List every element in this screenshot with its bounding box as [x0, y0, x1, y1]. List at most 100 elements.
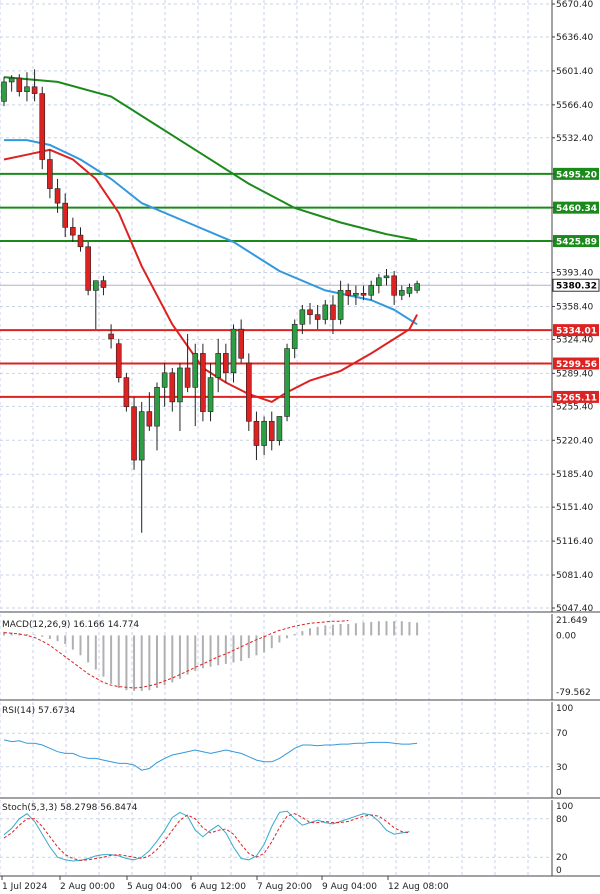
level-label: 5265.11 — [556, 393, 597, 403]
rsi-series — [3, 739, 418, 771]
candle-down — [62, 202, 69, 228]
level-label: 5460.34 — [556, 204, 597, 214]
price-tick-label: 5532.40 — [556, 134, 593, 144]
candle-down — [100, 280, 107, 288]
candle-down — [115, 343, 122, 378]
rsi-grid: 100 70 30 0 — [0, 702, 600, 799]
rsi-line — [3, 739, 418, 771]
macd-signal-line — [3, 620, 349, 689]
candle-up — [138, 411, 145, 461]
level-label-bg — [553, 324, 599, 337]
candle-down — [314, 314, 321, 320]
candle-down — [54, 188, 61, 204]
candle-down — [39, 93, 46, 160]
rsi-tick-label: 30 — [556, 763, 568, 773]
current-price-bg — [552, 278, 600, 292]
candle-down — [16, 77, 23, 92]
candle-down — [268, 420, 275, 441]
price-tick-label: 5047.40 — [556, 604, 593, 614]
time-tick-label: 6 Aug 12:00 — [191, 882, 246, 892]
candle-up — [406, 287, 413, 294]
macd-panel: 21.649 0.00 -79.562 MACD(12,26,9) 16.166 1… — [0, 614, 600, 701]
price-levels: 5495.20 5460.34 5425.89 5334.01 5299.56 5265.… — [0, 167, 600, 403]
candle-down — [391, 275, 397, 296]
candle-up — [24, 86, 30, 92]
level-label: 5425.89 — [556, 238, 597, 248]
price-axis: 5670.40 5636.40 5601.40 5566.40 5532.40 5393.… — [552, 0, 593, 614]
candles — [1, 69, 420, 533]
price-tick-label: 5185.40 — [556, 470, 593, 480]
time-axis: 1 Jul 2024 2 Aug 00:00 5 Aug 04:00 6 Aug 12… — [1, 876, 449, 892]
candle-down — [200, 353, 206, 412]
macd-tick-label: 21.649 — [556, 616, 588, 626]
stoch-d-line — [3, 813, 410, 861]
moving-average-line — [3, 76, 418, 241]
current-price-label: 5380.32 — [556, 282, 597, 292]
stoch-panel: 100 80 20 0 Stoch(5,3,3) 58.2798 56.8474 — [0, 800, 600, 877]
rsi-tick-label: 0 — [556, 788, 562, 798]
candle-down — [131, 406, 137, 461]
candle-down — [85, 246, 91, 291]
stoch-series — [3, 810, 410, 862]
candle-up — [8, 77, 15, 83]
candle-down — [238, 328, 244, 359]
price-tick-label: 5081.40 — [556, 571, 593, 581]
stoch-grid: 100 80 20 0 — [0, 800, 600, 877]
level-label-bg — [553, 390, 599, 403]
time-tick-label: 1 Jul 2024 — [2, 882, 47, 892]
candle-down — [360, 292, 367, 296]
stoch-tick-label: 0 — [556, 866, 562, 876]
rsi-panel: 100 70 30 0 RSI(14) 57.6734 — [0, 702, 600, 799]
candle-up — [230, 328, 237, 374]
time-tick-label: 7 Aug 20:00 — [257, 882, 312, 892]
candle-up — [398, 290, 405, 296]
macd-series — [3, 620, 419, 691]
rsi-tick-label: 70 — [556, 729, 568, 739]
candle-up — [154, 387, 160, 427]
price-tick-label: 5151.40 — [556, 503, 593, 513]
candle-down — [345, 290, 352, 296]
candle-down — [70, 227, 76, 236]
candle-down — [108, 333, 114, 340]
level-label-bg — [553, 167, 599, 180]
level-label-bg — [553, 201, 599, 214]
price-tick-label: 5116.40 — [556, 537, 593, 547]
price-tick-label: 5670.40 — [556, 0, 593, 10]
candle-down — [253, 420, 260, 446]
candle-up — [161, 372, 168, 388]
candle-up — [261, 420, 267, 446]
candle-down — [169, 372, 176, 403]
price-tick-label: 5393.40 — [556, 269, 593, 279]
time-tick-label: 2 Aug 00:00 — [60, 882, 115, 892]
price-tick-label: 5358.40 — [556, 302, 593, 312]
candle-up — [368, 285, 375, 296]
candle-down — [47, 159, 53, 189]
candle-down — [184, 367, 191, 388]
stoch-title: Stoch(5,3,3) 58.2798 56.8474 — [2, 803, 138, 813]
candle-up — [337, 290, 344, 320]
rsi-tick-label: 100 — [556, 704, 573, 714]
candle-up — [353, 292, 359, 296]
candle-up — [322, 304, 329, 320]
macd-tick-label: -79.562 — [556, 688, 591, 698]
price-panel: 5495.20 5460.34 5425.89 5334.01 5299.56 5265.… — [0, 0, 600, 614]
stoch-tick-label: 20 — [556, 853, 568, 863]
price-tick-label: 5324.40 — [556, 335, 593, 345]
price-tick-label: 5255.40 — [556, 402, 593, 412]
time-tick-label: 12 Aug 08:00 — [388, 882, 449, 892]
level-label-bg — [553, 357, 599, 370]
candle-up — [93, 280, 99, 291]
candle-up — [376, 277, 382, 286]
stoch-tick-label: 80 — [556, 815, 568, 825]
candle-down — [223, 353, 229, 374]
candle-down — [123, 377, 130, 408]
time-tick-label: 5 Aug 04:00 — [127, 882, 182, 892]
candle-down — [330, 304, 336, 320]
candle-down — [307, 309, 313, 315]
candle-down — [77, 234, 84, 248]
candle-up — [192, 353, 199, 388]
time-tick-label: 9 Aug 04:00 — [322, 882, 377, 892]
price-tick-label: 5289.40 — [556, 369, 593, 379]
candle-down — [246, 362, 252, 422]
